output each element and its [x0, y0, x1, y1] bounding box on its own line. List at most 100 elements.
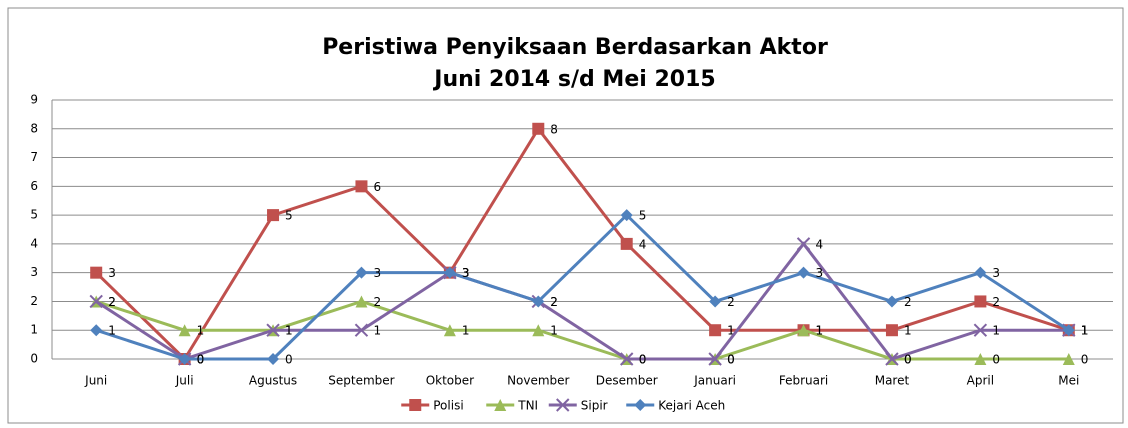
y-tick-label: 8	[30, 121, 38, 135]
data-label: 3	[992, 266, 1000, 280]
marker	[532, 324, 545, 337]
series: 1 0 0 3 3 2 5 2 3 2 3 1	[90, 209, 1088, 367]
marker	[178, 353, 191, 365]
x-tick-label: Maret	[875, 374, 910, 388]
marker	[796, 237, 811, 251]
marker	[708, 352, 722, 366]
x-tick-label: Juni	[84, 374, 107, 388]
marker	[266, 323, 280, 337]
data-label: 2	[373, 295, 381, 309]
data-label: 1	[1081, 324, 1089, 338]
marker	[797, 266, 810, 279]
data-label: 5	[285, 209, 293, 223]
x-tick-label: November	[507, 374, 569, 388]
line	[95, 241, 1069, 361]
data-label: 3	[462, 266, 470, 280]
marker	[355, 180, 368, 193]
data-label: 0	[727, 353, 735, 367]
data-label: 0	[1081, 353, 1089, 367]
marker	[409, 399, 422, 411]
marker	[556, 398, 570, 412]
data-label: 2	[550, 295, 558, 309]
marker	[885, 352, 899, 366]
x-tick-label: September	[328, 374, 394, 388]
data-label: 1	[992, 324, 1000, 338]
marker	[885, 324, 898, 337]
data-label: 6	[373, 180, 381, 194]
line	[95, 299, 1069, 361]
marker	[974, 266, 987, 279]
marker	[709, 295, 722, 308]
x-tick-label: Mei	[1058, 374, 1079, 388]
marker	[974, 353, 987, 365]
x-tick-label: Agustus	[249, 374, 297, 388]
marker	[90, 324, 103, 337]
data-label: 2	[904, 295, 912, 309]
marker	[620, 237, 633, 250]
data-label: 1	[904, 324, 912, 338]
marker	[1062, 324, 1075, 337]
marker	[90, 266, 103, 279]
y-tick-label: 3	[30, 265, 38, 279]
data-label: 0	[639, 353, 647, 367]
marker	[494, 399, 507, 411]
y-tick-label: 9	[30, 93, 38, 107]
marker	[1062, 353, 1075, 365]
data-label: 1	[1081, 324, 1089, 338]
data-label: 2	[108, 295, 116, 309]
data-label: 2	[727, 295, 735, 309]
data-label: 1	[816, 324, 824, 338]
y-tick-label: 5	[30, 208, 38, 222]
x-tick-label: April	[967, 374, 994, 388]
data-label: 0	[904, 353, 912, 367]
chart-title: Peristiwa Penyiksaan Berdasarkan Aktor	[322, 35, 828, 60]
data-label: 3	[108, 266, 116, 280]
x-tick-label: Januari	[693, 374, 736, 388]
marker	[634, 399, 647, 411]
marker	[620, 352, 634, 366]
data-label: 0	[197, 353, 205, 367]
legend-label: TNI	[517, 399, 538, 413]
marker	[532, 122, 545, 135]
marker	[974, 295, 987, 308]
data-label: 4	[816, 237, 824, 251]
marker	[532, 295, 545, 308]
marker	[355, 295, 368, 308]
y-tick-label: 7	[30, 150, 38, 164]
legend-label: Kejari Aceh	[658, 399, 725, 413]
marker	[709, 324, 722, 337]
line	[95, 213, 1070, 361]
data-label: 0	[904, 353, 912, 367]
marker	[620, 209, 633, 222]
data-label: 2	[992, 295, 1000, 309]
marker	[89, 294, 103, 309]
data-label: 1	[727, 324, 735, 338]
data-label: 3	[462, 266, 470, 280]
data-label: 1	[1081, 324, 1089, 338]
data-label: 1	[285, 324, 293, 338]
y-tick-label: 2	[30, 294, 38, 308]
data-label: 8	[550, 122, 558, 136]
data-label: 2	[108, 295, 116, 309]
y-tick-label: 6	[30, 179, 38, 193]
data-label: 4	[639, 237, 647, 251]
data-label: 1	[108, 324, 116, 338]
marker	[443, 266, 456, 279]
marker	[443, 324, 456, 337]
x-tick-label: Desember	[596, 374, 658, 388]
data-label: 3	[373, 266, 381, 280]
x-tick-label: Juli	[175, 374, 194, 388]
data-label: 0	[992, 353, 1000, 367]
y-tick-label: 1	[30, 323, 38, 337]
marker	[355, 266, 368, 279]
data-label: 3	[816, 266, 824, 280]
marker	[354, 323, 369, 337]
data-label: 3	[462, 266, 470, 280]
marker	[973, 323, 988, 337]
marker	[178, 324, 191, 337]
x-tick-label: Oktober	[426, 374, 474, 388]
data-label: 0	[285, 353, 293, 367]
marker	[885, 295, 898, 308]
data-label: 1	[550, 324, 558, 338]
